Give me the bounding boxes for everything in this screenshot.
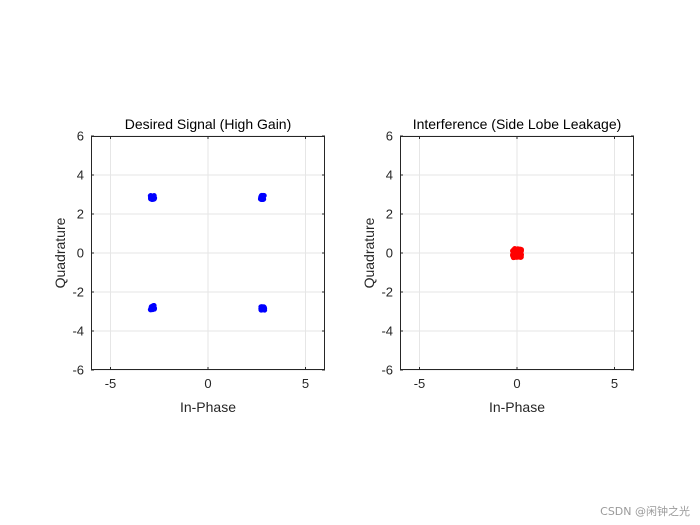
y-tick-label: 2 [77, 207, 84, 222]
y-tick-label: -4 [381, 324, 393, 339]
y-tick-label: -6 [381, 363, 393, 378]
chart-panel-2: -5 0 5 -6 -4 -2 0 2 4 6 Interference (Side Lobe Le… [361, 116, 634, 415]
y-tick-label: -4 [72, 324, 84, 339]
y-tick-label: 4 [77, 168, 84, 183]
y-tick-label: 6 [77, 129, 84, 144]
x-tick-label: 5 [611, 376, 618, 391]
x-tick-label: 5 [302, 376, 309, 391]
data-point-cluster [147, 302, 158, 313]
watermark-text: CSDN @闲钟之光 [600, 505, 690, 518]
x-tick-label: -5 [105, 376, 117, 391]
y-tick-label: 0 [77, 246, 84, 261]
data-point [261, 304, 267, 311]
data-point [259, 196, 265, 202]
data-point-cluster [258, 304, 268, 313]
y-tick-label: -2 [72, 285, 84, 300]
data-point [516, 253, 522, 259]
chart-title: Interference (Side Lobe Leakage) [413, 116, 622, 132]
data-point-cluster [514, 250, 524, 260]
chart-panel-1: -5 0 5 -6 -4 -2 0 2 4 6 Desired Signal (High Gain)… [52, 116, 325, 415]
x-tick-label: 0 [204, 376, 211, 391]
x-tick-label: 0 [513, 376, 520, 391]
y-tick-label: 6 [386, 129, 393, 144]
y-tick-label: -2 [381, 285, 393, 300]
x-tick-label: -5 [414, 376, 426, 391]
data-point [150, 305, 156, 311]
y-tick-label: 0 [386, 246, 393, 261]
x-axis-label: In-Phase [180, 399, 236, 415]
y-tick-label: -6 [72, 363, 84, 378]
data-point-cluster [147, 192, 158, 202]
x-axis-label: In-Phase [489, 399, 545, 415]
y-axis-label: Quadrature [52, 217, 68, 288]
data-point [148, 193, 154, 200]
chart-title: Desired Signal (High Gain) [125, 116, 292, 132]
data-point-cluster [257, 192, 267, 203]
y-tick-label: 2 [386, 207, 393, 222]
y-axis-label: Quadrature [361, 217, 377, 288]
series-1 [147, 192, 268, 313]
y-tick-label: 4 [386, 168, 393, 183]
series-1 [510, 246, 524, 261]
